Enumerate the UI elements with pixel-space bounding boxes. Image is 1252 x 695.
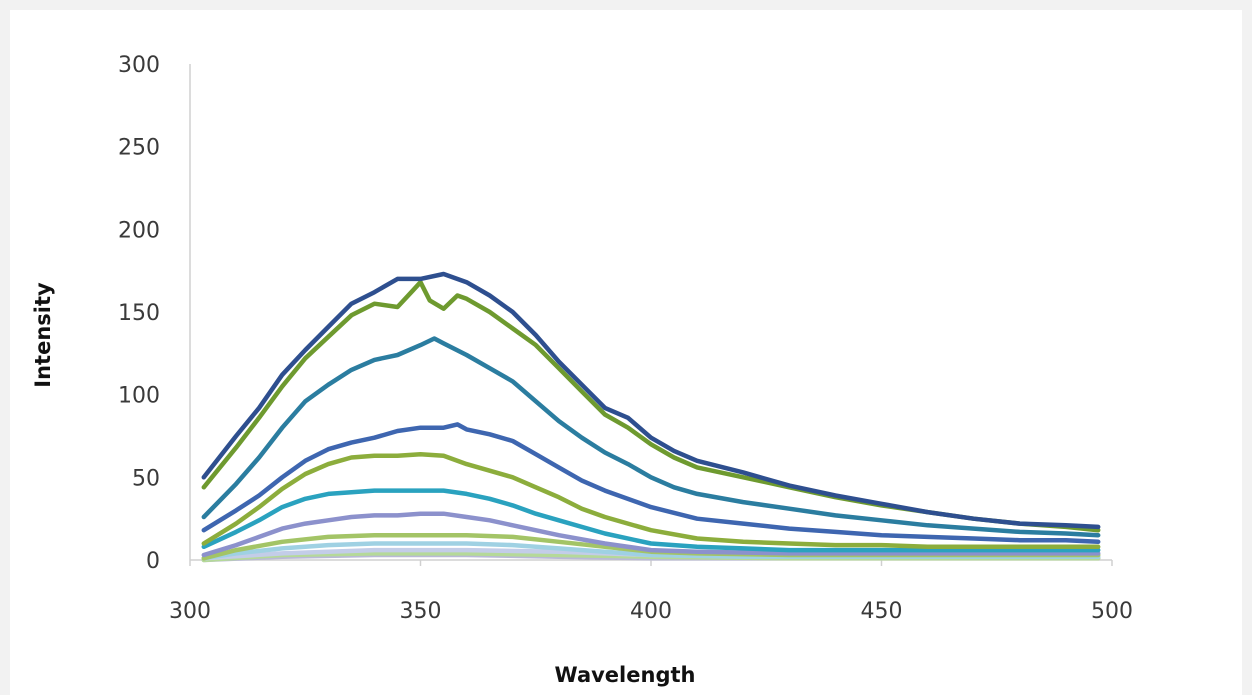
series-line-1	[201, 271, 1101, 530]
series-line-9	[201, 541, 1101, 561]
series-line-5	[201, 451, 1101, 550]
line-chart: 0 50 100 150 200 250 300 300 350 400 450 500 Inten…	[31, 53, 1133, 687]
x-tick-label: 400	[630, 599, 672, 624]
series-line-4	[201, 422, 1101, 545]
series-line-7	[201, 511, 1101, 558]
chart-card: 0 50 100 150 200 250 300 300 350 400 450 500 Inten…	[10, 10, 1242, 695]
y-axis: 0 50 100 150 200 250 300	[118, 53, 191, 574]
y-tick-label: 100	[118, 384, 160, 409]
x-tick-label: 500	[1091, 599, 1133, 624]
y-tick-label: 150	[118, 301, 160, 326]
y-tick-label: 50	[132, 466, 160, 491]
series-lines	[201, 271, 1101, 563]
x-tick-label: 300	[169, 599, 211, 624]
series-line-3	[201, 336, 1101, 538]
y-tick-label: 200	[118, 218, 160, 243]
x-axis-title: Wavelength	[555, 663, 696, 687]
y-axis-title: Intensity	[31, 282, 55, 388]
x-tick-label: 450	[861, 599, 903, 624]
y-tick-label: 0	[146, 549, 160, 574]
series-line-6	[201, 488, 1101, 553]
x-tick-label: 350	[400, 599, 442, 624]
y-tick-label: 250	[118, 136, 160, 161]
y-tick-label: 300	[118, 53, 160, 78]
x-axis: 300 350 400 450 500	[169, 559, 1133, 624]
